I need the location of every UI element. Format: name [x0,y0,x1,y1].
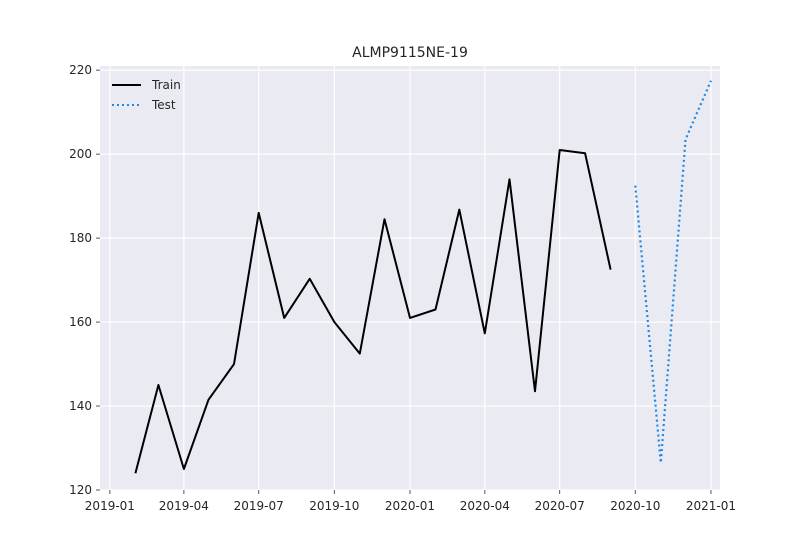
x-tick-label: 2020-04 [460,499,510,513]
x-tick-label: 2021-01 [686,499,736,513]
x-tick-label: 2019-10 [309,499,359,513]
x-tick-label: 2020-01 [385,499,435,513]
legend: Train Test [112,78,181,112]
legend-label-test: Test [151,98,176,112]
x-axis-ticks: 2019-01 2019-04 2019-07 2019-10 2020-01 2020-… [85,490,736,513]
x-tick-label: 2020-10 [610,499,660,513]
y-tick-label: 120 [69,483,92,497]
series-lines [134,80,713,474]
x-tick-label: 2020-07 [535,499,585,513]
series-line-train [134,149,612,474]
x-tick-label: 2019-04 [159,499,209,513]
y-axis-ticks: 120 140 160 180 200 220 [69,63,100,497]
series-line-test [634,80,713,464]
y-tick-label: 200 [69,147,92,161]
y-tick-label: 180 [69,231,92,245]
y-tick-label: 220 [69,63,92,77]
legend-label-train: Train [151,78,181,92]
y-tick-label: 160 [69,315,92,329]
y-tick-label: 140 [69,399,92,413]
x-tick-label: 2019-01 [85,499,135,513]
chart-title: ALMP9115NE-19 [352,45,468,61]
x-tick-label: 2019-07 [234,499,284,513]
